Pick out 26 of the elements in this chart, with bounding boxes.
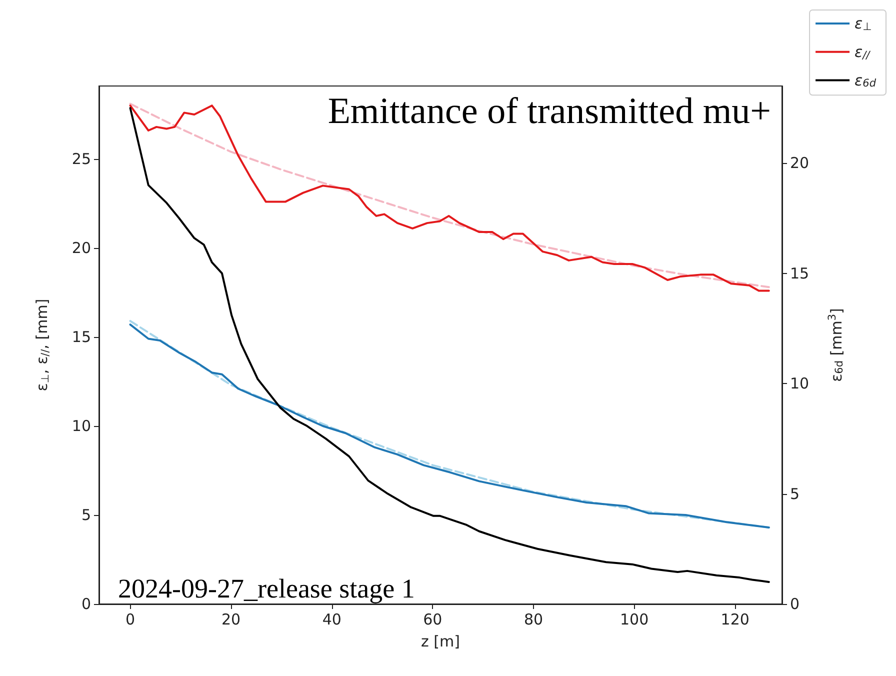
legend-label: ε⊥ xyxy=(854,14,872,33)
legend-label: ε// xyxy=(854,42,872,62)
y-tick-label: 25 xyxy=(72,150,91,168)
x-tick-label: 40 xyxy=(322,610,342,628)
x-tick-label: 20 xyxy=(222,610,241,628)
x-tick-label: 0 xyxy=(125,610,136,628)
x-tick-label: 80 xyxy=(524,610,544,628)
y2-tick-label: 10 xyxy=(790,374,810,393)
y2-tick-label: 0 xyxy=(790,595,800,613)
y-tick-label: 10 xyxy=(72,416,91,435)
y-tick-label: 15 xyxy=(72,328,91,346)
y-axis-title: ε⊥, ε//, [mm] xyxy=(33,298,52,392)
annotation: 2024-09-27_release stage 1 xyxy=(118,574,415,604)
x-tick-label: 60 xyxy=(423,610,442,628)
chart-title: Emittance of transmitted mu+ xyxy=(328,91,772,132)
x-axis-title: z [m] xyxy=(421,632,460,650)
y2-tick-label: 15 xyxy=(790,264,810,282)
y-tick-label: 5 xyxy=(81,506,91,524)
y-tick-label: 0 xyxy=(81,595,91,613)
y2-tick-label: 5 xyxy=(790,484,800,503)
y-tick-label: 20 xyxy=(72,238,91,257)
x-tick-label: 120 xyxy=(720,610,750,628)
y2-tick-label: 20 xyxy=(790,154,810,172)
legend-label: ε6d xyxy=(854,71,876,90)
y2-axis-title: ε6d [mm3] xyxy=(826,308,846,382)
x-tick-label: 100 xyxy=(620,610,649,628)
